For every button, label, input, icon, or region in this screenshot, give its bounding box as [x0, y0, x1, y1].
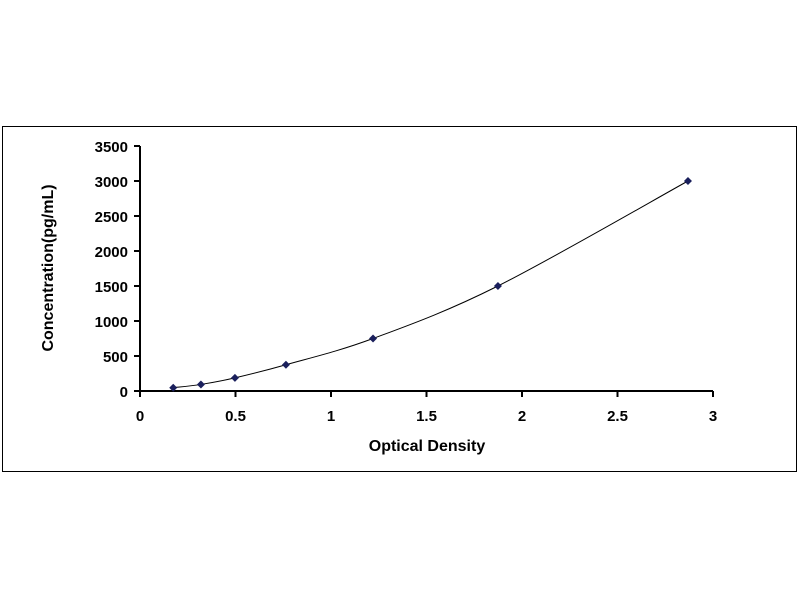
data-point [196, 380, 205, 389]
trend-curve [173, 180, 689, 389]
x-tick-label: 1 [327, 408, 335, 425]
y-tick-label: 3000 [95, 174, 128, 191]
y-tick-label: 1000 [95, 314, 128, 331]
data-point [683, 177, 692, 185]
chart-frame [2, 126, 797, 472]
x-tick-label: 3 [709, 408, 717, 425]
data-point [369, 334, 378, 343]
data-point [493, 282, 502, 290]
data-point [281, 360, 290, 369]
x-tick-label: 2.5 [607, 408, 628, 425]
x-axis-label: Optical Density [369, 438, 486, 455]
y-tick-label: 2000 [95, 244, 128, 261]
y-axis-label: Concentration(pg/mL) [40, 184, 57, 351]
data-point [230, 373, 239, 382]
y-tick-label: 3500 [95, 139, 128, 156]
x-tick-label: 0 [136, 408, 144, 425]
x-tick-label: 1.5 [416, 408, 437, 425]
data-point [169, 383, 178, 392]
x-tick-label: 0.5 [225, 408, 246, 425]
x-tick-label: 2 [518, 408, 526, 425]
y-tick-label: 0 [120, 384, 128, 401]
y-tick-label: 2500 [95, 209, 128, 226]
y-tick-label: 1500 [95, 279, 128, 296]
y-tick-label: 500 [103, 349, 128, 366]
